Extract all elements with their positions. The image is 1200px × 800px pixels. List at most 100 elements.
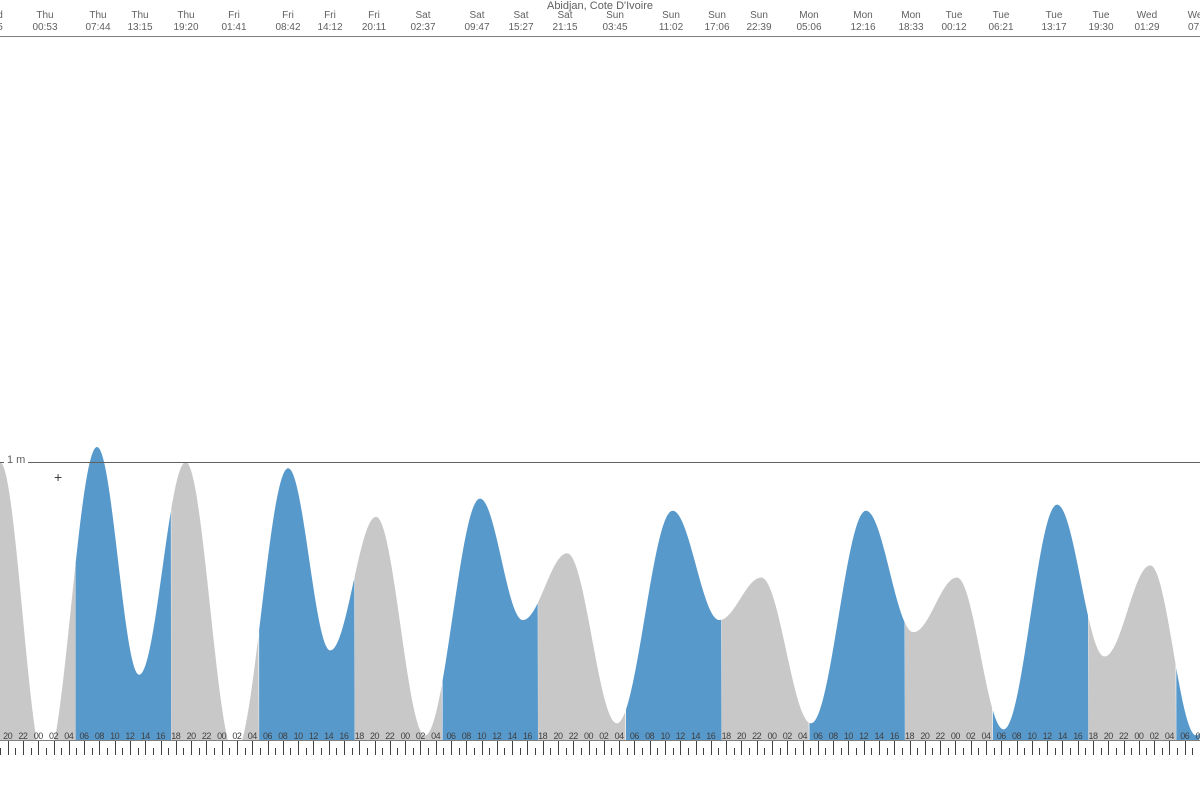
hour-tick [252, 741, 253, 755]
header-label: Sat02:37 [410, 10, 435, 34]
hour-tick [925, 741, 926, 755]
hour-tick [1154, 741, 1155, 755]
hour-tick [757, 741, 758, 755]
hour-tick [1139, 741, 1140, 755]
hour-tick [566, 748, 567, 755]
hour-tick [573, 741, 574, 755]
hour-tick [741, 741, 742, 755]
hour-tick [1032, 741, 1033, 755]
hour-tick [428, 748, 429, 755]
reference-line [0, 462, 1200, 463]
hour-tick [38, 741, 39, 755]
hour-tick [176, 741, 177, 755]
hour-tick [543, 741, 544, 755]
hour-tick [268, 741, 269, 755]
hour-tick [420, 741, 421, 755]
hour-tick [359, 741, 360, 755]
hour-tick [833, 741, 834, 755]
hour-tick [352, 748, 353, 755]
chart-title: Abidjan, Cote D'Ivoire [547, 0, 653, 12]
hour-tick [1192, 748, 1193, 755]
header-label: Sat09:47 [464, 10, 489, 34]
hour-tick [948, 748, 949, 755]
hour-tick [910, 741, 911, 755]
hour-tick [1124, 741, 1125, 755]
hour-tick [696, 741, 697, 755]
header-label: Mon18:33 [898, 10, 923, 34]
hour-tick [1093, 741, 1094, 755]
hour-tick [841, 748, 842, 755]
hour-tick [978, 748, 979, 755]
hour-tick [589, 741, 590, 755]
hour-tick [749, 748, 750, 755]
header-label: Fri01:41 [221, 10, 246, 34]
hour-tick [31, 748, 32, 755]
hour-tick [1169, 741, 1170, 755]
hour-tick [879, 741, 880, 755]
hour-tick [1017, 741, 1018, 755]
hour-tick [183, 748, 184, 755]
hour-tick [673, 748, 674, 755]
header-label: Sat21:15 [552, 10, 577, 34]
hour-tick [313, 741, 314, 755]
hour-tick [627, 748, 628, 755]
hour-tick [69, 741, 70, 755]
hour-tick [1070, 748, 1071, 755]
header-label: Tue00:12 [941, 10, 966, 34]
hour-tick [489, 748, 490, 755]
hour-tick [61, 748, 62, 755]
hour-tick [283, 741, 284, 755]
hour-tick [642, 748, 643, 755]
hour-tick [482, 741, 483, 755]
header-label: Thu00:53 [32, 10, 57, 34]
hour-tick [894, 741, 895, 755]
hour-tick [451, 741, 452, 755]
hour-tick [619, 741, 620, 755]
hour-tick [795, 748, 796, 755]
tide-area-fill [0, 37, 1200, 781]
header-label: Thu13:15 [127, 10, 152, 34]
hour-tick [382, 748, 383, 755]
hour-tick [504, 748, 505, 755]
hour-tick [825, 748, 826, 755]
hour-tick [665, 741, 666, 755]
header-label: Tue19:30 [1088, 10, 1113, 34]
hour-tick [726, 741, 727, 755]
hour-tick [703, 748, 704, 755]
hour-tick [1024, 748, 1025, 755]
hour-tick [734, 748, 735, 755]
hour-tick [550, 748, 551, 755]
hour-tick [932, 748, 933, 755]
hour-tick [1146, 748, 1147, 755]
hour-tick-axis: 2022000204060810121416182022000204060810… [0, 741, 1200, 755]
header-label: Sat15:27 [508, 10, 533, 34]
hour-tick [168, 748, 169, 755]
hour-tick [780, 748, 781, 755]
hour-tick [902, 748, 903, 755]
hour-tick [1185, 741, 1186, 755]
hour-tick [1047, 741, 1048, 755]
hour-tick [1062, 741, 1063, 755]
header-label: We07: [1188, 10, 1200, 34]
hour-tick [1162, 748, 1163, 755]
hour-tick [405, 741, 406, 755]
hour-tick [772, 741, 773, 755]
header-label: Fri20:11 [362, 10, 386, 34]
hour-tick [604, 741, 605, 755]
hour-tick [122, 748, 123, 755]
header-label: Tue06:21 [988, 10, 1013, 34]
header-label: Thu07:44 [85, 10, 110, 34]
hour-tick [611, 748, 612, 755]
hour-tick [864, 741, 865, 755]
hour-tick [940, 741, 941, 755]
header-label: Sun03:45 [602, 10, 627, 34]
hour-tick [115, 741, 116, 755]
hour-tick [344, 741, 345, 755]
hour-tick [650, 741, 651, 755]
hour-tick [321, 748, 322, 755]
hour-tick [1101, 748, 1102, 755]
hour-tick [161, 741, 162, 755]
hour-tick [191, 741, 192, 755]
hour-tick [810, 748, 811, 755]
current-time-marker: + [54, 469, 62, 485]
